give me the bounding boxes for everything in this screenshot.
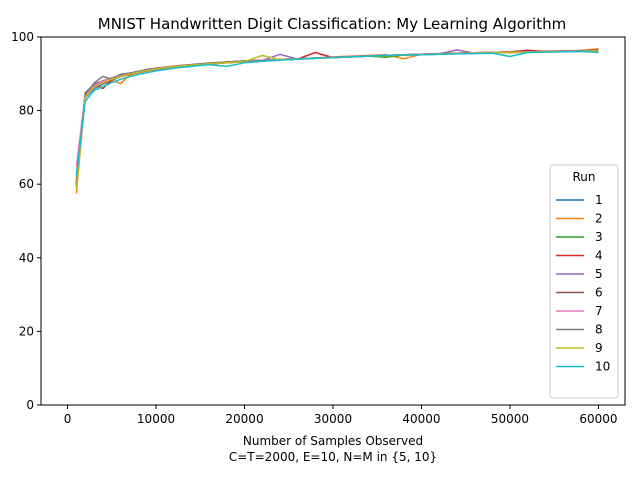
legend-label-10: 10 <box>595 360 610 374</box>
legend-label-1: 1 <box>595 193 603 207</box>
y-axis-ticks: 0 20 40 60 80 100 <box>11 30 41 412</box>
x-tick-label: 50000 <box>491 412 529 426</box>
x-tick-label: 10000 <box>137 412 175 426</box>
legend-title: Run <box>572 170 595 184</box>
legend-label-3: 3 <box>595 230 603 244</box>
series-lines <box>75 48 599 194</box>
y-tick-label: 0 <box>26 398 34 412</box>
x-tick-label: 60000 <box>579 412 617 426</box>
x-axis-sublabel: C=T=2000, E=10, N=M in {5, 10} <box>229 450 437 464</box>
series-line-10 <box>75 50 599 177</box>
y-tick-label: 100 <box>11 30 34 44</box>
legend-label-2: 2 <box>595 212 603 226</box>
plot-area-frame <box>40 36 626 406</box>
x-axis-label: Number of Samples Observed <box>243 434 423 448</box>
x-tick-label: 20000 <box>225 412 263 426</box>
y-tick-label: 60 <box>19 177 34 191</box>
legend-box <box>549 164 619 399</box>
x-tick-label: 40000 <box>402 412 440 426</box>
x-axis-ticks: 0 10000 20000 30000 40000 50000 60000 <box>64 405 618 426</box>
legend-label-7: 7 <box>595 304 603 318</box>
legend-label-9: 9 <box>595 341 603 355</box>
legend-label-4: 4 <box>595 249 603 263</box>
y-tick-label: 40 <box>19 251 34 265</box>
legend-label-5: 5 <box>595 267 603 281</box>
x-tick-label: 30000 <box>314 412 352 426</box>
x-tick-label: 0 <box>64 412 72 426</box>
legend: Run 1 2 3 4 5 6 7 8 9 10 <box>549 164 619 399</box>
legend-label-6: 6 <box>595 286 603 300</box>
y-tick-label: 20 <box>19 324 34 338</box>
legend-label-8: 8 <box>595 323 603 337</box>
chart-title: MNIST Handwritten Digit Classification: … <box>98 15 566 33</box>
y-tick-label: 80 <box>19 104 34 118</box>
